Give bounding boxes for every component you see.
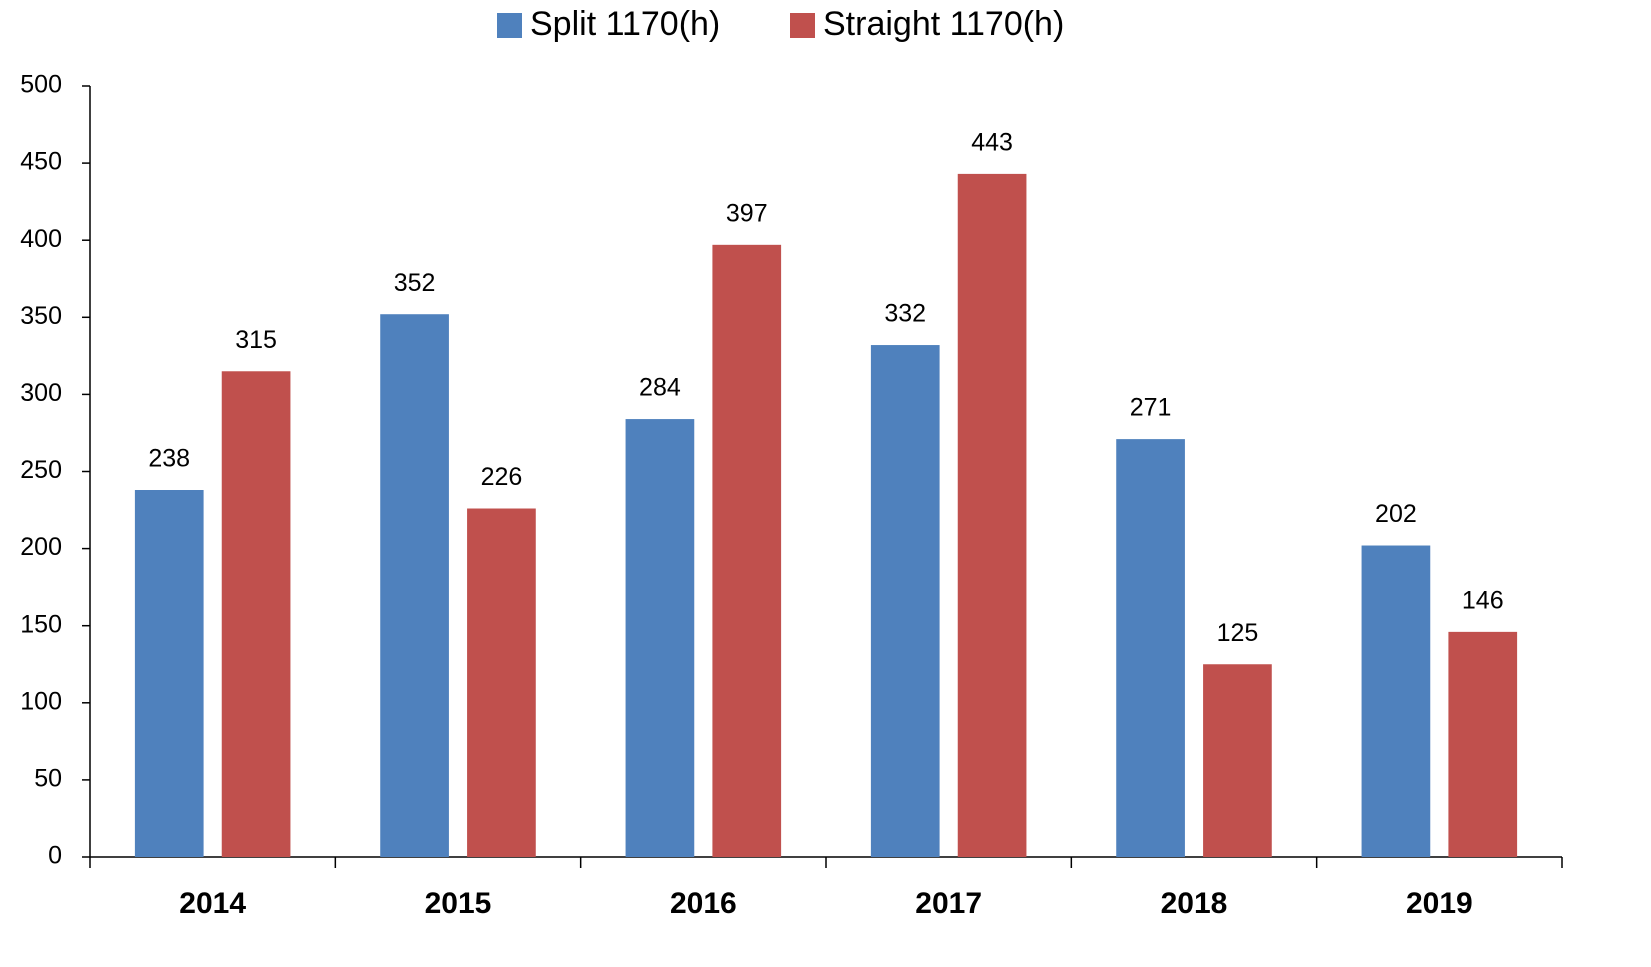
y-tick-label: 450: [20, 148, 62, 176]
x-tick-label: 2016: [670, 887, 737, 920]
y-tick-label: 200: [20, 533, 62, 561]
legend-label: Split 1170(h): [530, 5, 720, 43]
y-tick-label: 250: [20, 456, 62, 484]
legend-label: Straight 1170(h): [823, 5, 1064, 43]
bar: [1361, 545, 1431, 857]
bar: [467, 508, 536, 857]
bar: [380, 314, 449, 857]
y-tick-label: 350: [20, 302, 62, 330]
data-label: 238: [148, 445, 190, 473]
bar: [957, 173, 1027, 858]
x-tick-label: 2019: [1406, 887, 1473, 920]
bar: [870, 345, 940, 857]
data-label: 226: [481, 463, 523, 491]
y-tick-label: 0: [48, 842, 62, 870]
y-tick-label: 100: [20, 687, 62, 715]
bar: [221, 371, 291, 857]
bar: [1203, 664, 1272, 857]
bar: [1448, 631, 1518, 857]
data-label: 146: [1462, 586, 1504, 614]
bar: [1116, 439, 1185, 857]
data-label: 332: [884, 300, 926, 328]
data-label: 315: [235, 326, 277, 354]
data-label: 271: [1130, 394, 1172, 422]
x-tick-label: 2015: [425, 887, 492, 920]
x-tick-label: 2014: [179, 887, 246, 920]
y-tick-label: 150: [20, 610, 62, 638]
bar: [134, 490, 204, 857]
y-tick-label: 50: [34, 765, 62, 793]
data-label: 352: [394, 269, 436, 297]
y-tick-label: 300: [20, 379, 62, 407]
y-tick-label: 500: [20, 71, 62, 99]
x-tick-label: 2017: [915, 887, 982, 920]
bar: [625, 419, 695, 857]
data-label: 284: [639, 374, 681, 402]
data-label: 397: [726, 199, 768, 227]
data-label: 202: [1375, 500, 1417, 528]
legend-swatch: [790, 13, 815, 38]
x-tick-label: 2018: [1161, 887, 1228, 920]
bar: [712, 244, 782, 858]
data-label: 443: [971, 129, 1013, 157]
data-label: 125: [1217, 619, 1259, 647]
legend-swatch: [497, 13, 522, 38]
y-tick-label: 400: [20, 225, 62, 253]
